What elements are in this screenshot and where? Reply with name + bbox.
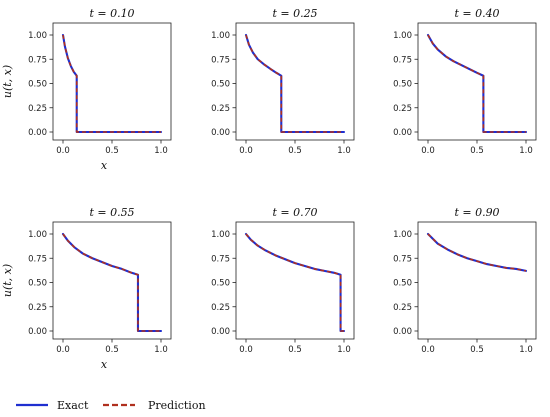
panel-title: t = 0.55 <box>89 206 134 219</box>
y-tick-label: 0.00 <box>211 128 230 138</box>
y-tick-label: 1.00 <box>393 230 412 240</box>
legend: Exact Prediction <box>16 399 206 412</box>
panel-title: t = 0.70 <box>272 206 317 219</box>
axes-frame <box>417 221 537 340</box>
y-tick-label: 0.50 <box>393 279 412 289</box>
exact-line <box>61 33 163 134</box>
y-tick-label: 0.25 <box>393 303 412 313</box>
x-tick-label: 0.0 <box>421 345 435 355</box>
y-axis-label: u(t, x) <box>1 264 14 297</box>
x-axis-label: x <box>101 159 108 172</box>
panel-5: t = 0.70 0.00 0.25 0.50 0.75 1.00 0.0 0.5 1.0 <box>211 206 355 355</box>
y-tick-label: 1.00 <box>28 31 47 41</box>
x-tick-label: 1.0 <box>519 146 533 156</box>
exact-line <box>244 33 346 134</box>
y-tick-label: 1.00 <box>28 230 47 240</box>
prediction-line <box>427 233 527 272</box>
x-tick-label: 1.0 <box>337 146 351 156</box>
x-tick-label: 0.5 <box>470 146 484 156</box>
x-tick-label: 1.0 <box>337 345 351 355</box>
y-tick-label: 0.00 <box>393 128 412 138</box>
panel-2: t = 0.25 0.00 0.25 0.50 0.75 1.00 0.0 0.5 1.0 <box>211 7 355 156</box>
exact-line <box>426 33 528 134</box>
exact-line <box>61 232 163 333</box>
axes-frame <box>52 22 172 141</box>
y-tick-label: 0.75 <box>211 55 230 65</box>
y-tick-label: 0.50 <box>211 80 230 90</box>
y-tick-label: 0.00 <box>211 327 230 337</box>
y-tick-label: 0.75 <box>211 254 230 264</box>
y-tick-label: 0.50 <box>28 279 47 289</box>
axes-frame <box>235 22 355 141</box>
x-tick-label: 0.0 <box>56 146 70 156</box>
y-tick-label: 0.25 <box>28 303 47 313</box>
prediction-line <box>427 34 526 133</box>
axes-frame <box>52 221 172 340</box>
prediction-line <box>245 34 344 133</box>
legend-label-exact: Exact <box>57 399 89 412</box>
y-tick-label: 0.50 <box>393 80 412 90</box>
legend-label-prediction: Prediction <box>148 399 206 412</box>
x-tick-label: 0.5 <box>288 345 302 355</box>
x-tick-label: 0.5 <box>105 345 119 355</box>
y-tick-label: 0.25 <box>211 104 230 114</box>
x-tick-label: 1.0 <box>154 146 168 156</box>
x-tick-label: 0.0 <box>239 345 253 355</box>
x-tick-label: 1.0 <box>519 345 533 355</box>
y-tick-label: 1.00 <box>211 230 230 240</box>
x-tick-label: 0.0 <box>239 146 253 156</box>
prediction-line <box>62 233 161 332</box>
panel-1: t = 0.10 0.00 0.25 0.50 0.75 1.00 0.0 0.5 1.0 u(t… <box>1 7 172 172</box>
panel-title: t = 0.25 <box>272 7 317 20</box>
exact-line <box>426 232 528 272</box>
y-tick-label: 0.00 <box>393 327 412 337</box>
y-tick-label: 0.50 <box>211 279 230 289</box>
panel-title: t = 0.10 <box>89 7 134 20</box>
x-tick-label: 0.0 <box>421 146 435 156</box>
y-tick-label: 1.00 <box>211 31 230 41</box>
y-tick-label: 0.75 <box>393 254 412 264</box>
panel-4: t = 0.55 0.00 0.25 0.50 0.75 1.00 0.0 0.5 1.0 u(t… <box>1 206 172 371</box>
exact-line <box>244 232 346 333</box>
panel-3: t = 0.40 0.00 0.25 0.50 0.75 1.00 0.0 0.5 1.0 <box>393 7 537 156</box>
y-tick-label: 0.75 <box>28 254 47 264</box>
x-axis-label: x <box>101 358 108 371</box>
y-tick-label: 0.75 <box>393 55 412 65</box>
axes-frame <box>235 221 355 340</box>
x-tick-label: 0.0 <box>56 345 70 355</box>
y-tick-label: 0.25 <box>28 104 47 114</box>
x-tick-label: 1.0 <box>154 345 168 355</box>
y-tick-label: 0.00 <box>28 327 47 337</box>
y-tick-label: 0.25 <box>393 104 412 114</box>
x-tick-label: 0.5 <box>288 146 302 156</box>
axes-frame <box>417 22 537 141</box>
x-tick-label: 0.5 <box>470 345 484 355</box>
y-tick-label: 0.50 <box>28 80 47 90</box>
y-tick-label: 0.00 <box>28 128 47 138</box>
x-tick-label: 0.5 <box>105 146 119 156</box>
prediction-line <box>62 34 161 133</box>
y-tick-label: 1.00 <box>393 31 412 41</box>
panel-6: t = 0.90 0.00 0.25 0.50 0.75 1.00 0.0 0.5 1.0 <box>393 206 537 355</box>
y-axis-label: u(t, x) <box>1 65 14 98</box>
panel-title: t = 0.90 <box>454 206 499 219</box>
y-tick-label: 0.75 <box>28 55 47 65</box>
y-tick-label: 0.25 <box>211 303 230 313</box>
panel-title: t = 0.40 <box>454 7 499 20</box>
